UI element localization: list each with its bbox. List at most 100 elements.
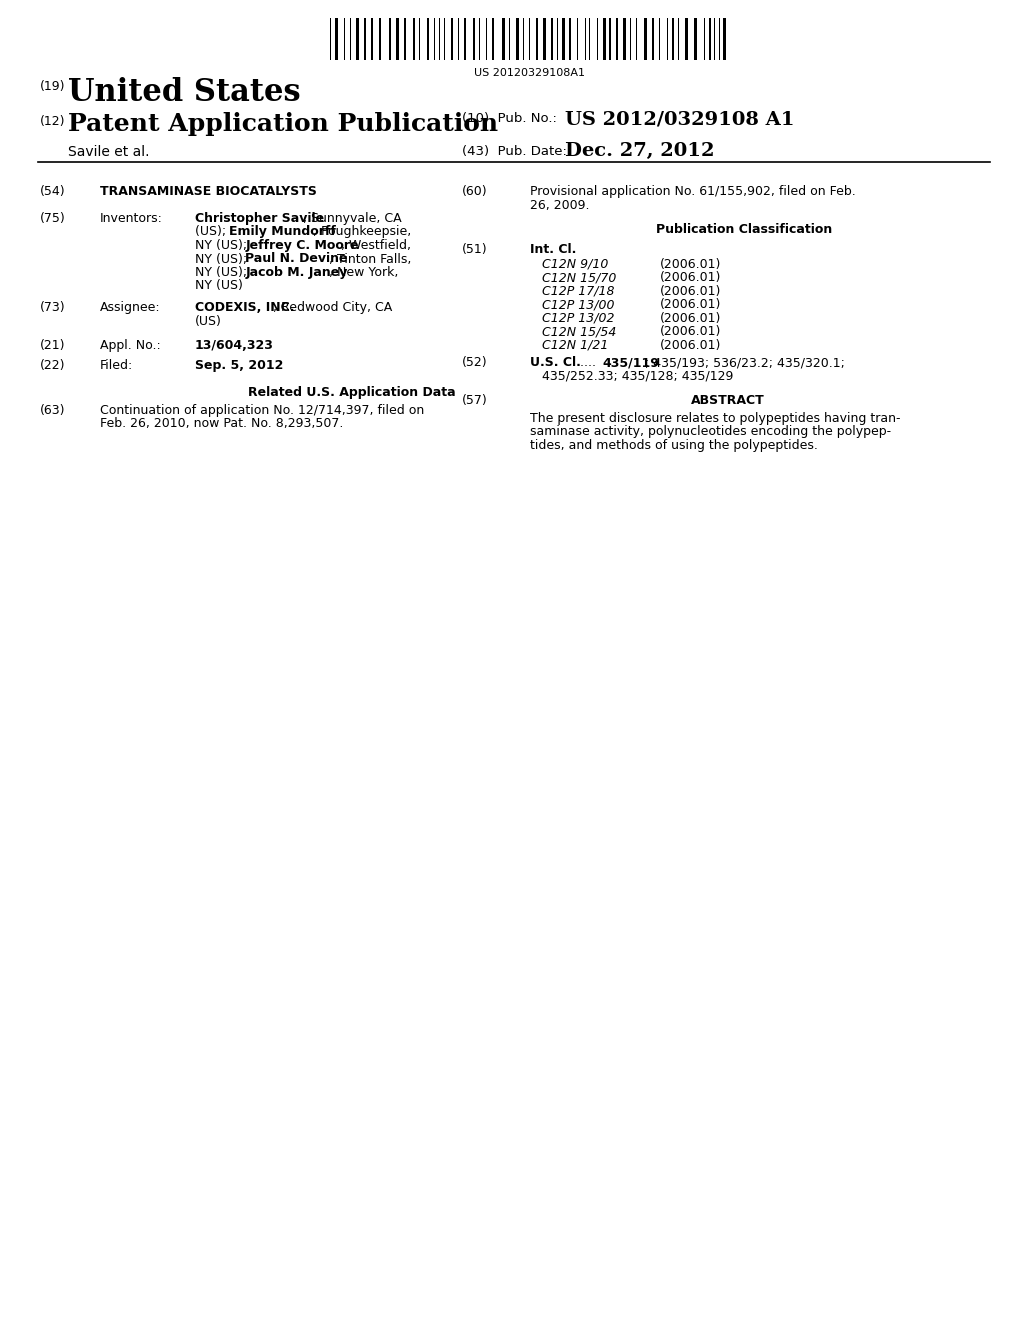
Text: Dec. 27, 2012: Dec. 27, 2012 [565, 143, 715, 160]
Text: (2006.01): (2006.01) [660, 326, 721, 338]
Bar [603, 18, 606, 59]
Text: (12): (12) [40, 115, 66, 128]
Text: The present disclosure relates to polypeptides having tran-: The present disclosure relates to polype… [530, 412, 900, 425]
Bar [473, 18, 475, 59]
Text: Paul N. Devine: Paul N. Devine [246, 252, 348, 265]
Text: US 20120329108A1: US 20120329108A1 [474, 69, 586, 78]
Text: (2006.01): (2006.01) [660, 257, 721, 271]
Text: 435/119: 435/119 [602, 356, 659, 370]
Bar [427, 18, 429, 59]
Text: (54): (54) [40, 185, 66, 198]
Text: 26, 2009.: 26, 2009. [530, 198, 590, 211]
Bar [543, 18, 546, 59]
Bar [616, 18, 618, 59]
Text: Provisional application No. 61/155,902, filed on Feb.: Provisional application No. 61/155,902, … [530, 185, 856, 198]
Bar [536, 18, 538, 59]
Text: Feb. 26, 2010, now Pat. No. 8,293,507.: Feb. 26, 2010, now Pat. No. 8,293,507. [100, 417, 343, 430]
Text: CODEXIS, INC.: CODEXIS, INC. [195, 301, 295, 314]
Text: ....: .... [577, 356, 596, 370]
Bar [502, 18, 505, 59]
Text: C12N 15/70: C12N 15/70 [542, 272, 616, 284]
Text: (63): (63) [40, 404, 66, 417]
Text: NY (US): NY (US) [195, 280, 243, 293]
Text: Assignee:: Assignee: [100, 301, 161, 314]
Text: Related U.S. Application Data: Related U.S. Application Data [248, 385, 455, 399]
Text: TRANSAMINASE BIOCATALYSTS: TRANSAMINASE BIOCATALYSTS [100, 185, 316, 198]
Text: NY (US);: NY (US); [195, 267, 251, 279]
Bar [451, 18, 453, 59]
Text: NY (US);: NY (US); [195, 252, 251, 265]
Text: , Redwood City, CA: , Redwood City, CA [273, 301, 392, 314]
Text: ABSTRACT: ABSTRACT [691, 395, 765, 407]
Text: Publication Classification: Publication Classification [656, 223, 833, 236]
Text: (21): (21) [40, 339, 66, 352]
Bar [335, 18, 338, 59]
Bar [492, 18, 494, 59]
Text: saminase activity, polynucleotides encoding the polypep-: saminase activity, polynucleotides encod… [530, 425, 891, 438]
Text: (60): (60) [462, 185, 487, 198]
Text: C12N 9/10: C12N 9/10 [542, 257, 608, 271]
Text: US 2012/0329108 A1: US 2012/0329108 A1 [565, 110, 795, 128]
Text: , Poughkeepsie,: , Poughkeepsie, [312, 226, 411, 239]
Text: Patent Application Publication: Patent Application Publication [68, 112, 498, 136]
Bar [709, 18, 711, 59]
Bar [569, 18, 571, 59]
Text: Filed:: Filed: [100, 359, 133, 372]
Bar [389, 18, 391, 59]
Text: C12P 17/18: C12P 17/18 [542, 285, 614, 298]
Bar [562, 18, 565, 59]
Text: ; 435/193; 536/23.2; 435/320.1;: ; 435/193; 536/23.2; 435/320.1; [645, 356, 845, 370]
Text: (43)  Pub. Date:: (43) Pub. Date: [462, 145, 567, 158]
Text: Savile et al.: Savile et al. [68, 145, 150, 158]
Text: 435/252.33; 435/128; 435/129: 435/252.33; 435/128; 435/129 [542, 370, 733, 383]
Text: (2006.01): (2006.01) [660, 312, 721, 325]
Text: (10)  Pub. No.:: (10) Pub. No.: [462, 112, 557, 125]
Text: Christopher Savile: Christopher Savile [195, 213, 325, 224]
Text: (52): (52) [462, 356, 487, 370]
Bar [644, 18, 647, 59]
Text: (19): (19) [40, 81, 66, 92]
Text: tides, and methods of using the polypeptides.: tides, and methods of using the polypept… [530, 438, 818, 451]
Bar [396, 18, 399, 59]
Text: C12P 13/00: C12P 13/00 [542, 298, 614, 312]
Text: , Sunnyvale, CA: , Sunnyvale, CA [303, 213, 401, 224]
Bar [685, 18, 688, 59]
Text: Appl. No.:: Appl. No.: [100, 339, 161, 352]
Text: C12P 13/02: C12P 13/02 [542, 312, 614, 325]
Bar [464, 18, 466, 59]
Text: (57): (57) [462, 395, 487, 407]
Bar [551, 18, 553, 59]
Bar [404, 18, 406, 59]
Text: Int. Cl.: Int. Cl. [530, 243, 577, 256]
Text: Sep. 5, 2012: Sep. 5, 2012 [195, 359, 284, 372]
Text: (75): (75) [40, 213, 66, 224]
Bar [672, 18, 674, 59]
Bar [652, 18, 654, 59]
Bar [413, 18, 415, 59]
Text: Inventors:: Inventors: [100, 213, 163, 224]
Text: (US): (US) [195, 314, 222, 327]
Text: 13/604,323: 13/604,323 [195, 339, 273, 352]
Bar [516, 18, 519, 59]
Text: (51): (51) [462, 243, 487, 256]
Bar [623, 18, 626, 59]
Text: Jacob M. Janey: Jacob M. Janey [246, 267, 348, 279]
Text: Emily Mundorff: Emily Mundorff [228, 226, 336, 239]
Text: , Tinton Falls,: , Tinton Falls, [330, 252, 412, 265]
Text: (2006.01): (2006.01) [660, 298, 721, 312]
Bar [371, 18, 373, 59]
Bar [609, 18, 611, 59]
Text: Continuation of application No. 12/714,397, filed on: Continuation of application No. 12/714,3… [100, 404, 424, 417]
Bar [723, 18, 726, 59]
Bar [379, 18, 381, 59]
Bar [364, 18, 366, 59]
Text: Jeffrey C. Moore: Jeffrey C. Moore [246, 239, 358, 252]
Text: United States: United States [68, 77, 301, 108]
Text: NY (US);: NY (US); [195, 239, 251, 252]
Text: C12N 1/21: C12N 1/21 [542, 339, 608, 352]
Text: C12N 15/54: C12N 15/54 [542, 326, 616, 338]
Bar [694, 18, 697, 59]
Text: U.S. Cl.: U.S. Cl. [530, 356, 581, 370]
Text: (2006.01): (2006.01) [660, 285, 721, 298]
Text: (73): (73) [40, 301, 66, 314]
